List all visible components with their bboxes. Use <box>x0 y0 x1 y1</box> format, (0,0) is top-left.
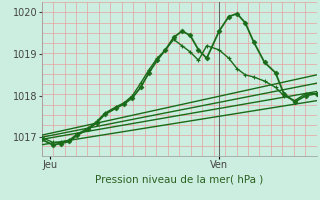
X-axis label: Pression niveau de la mer( hPa ): Pression niveau de la mer( hPa ) <box>95 174 263 184</box>
